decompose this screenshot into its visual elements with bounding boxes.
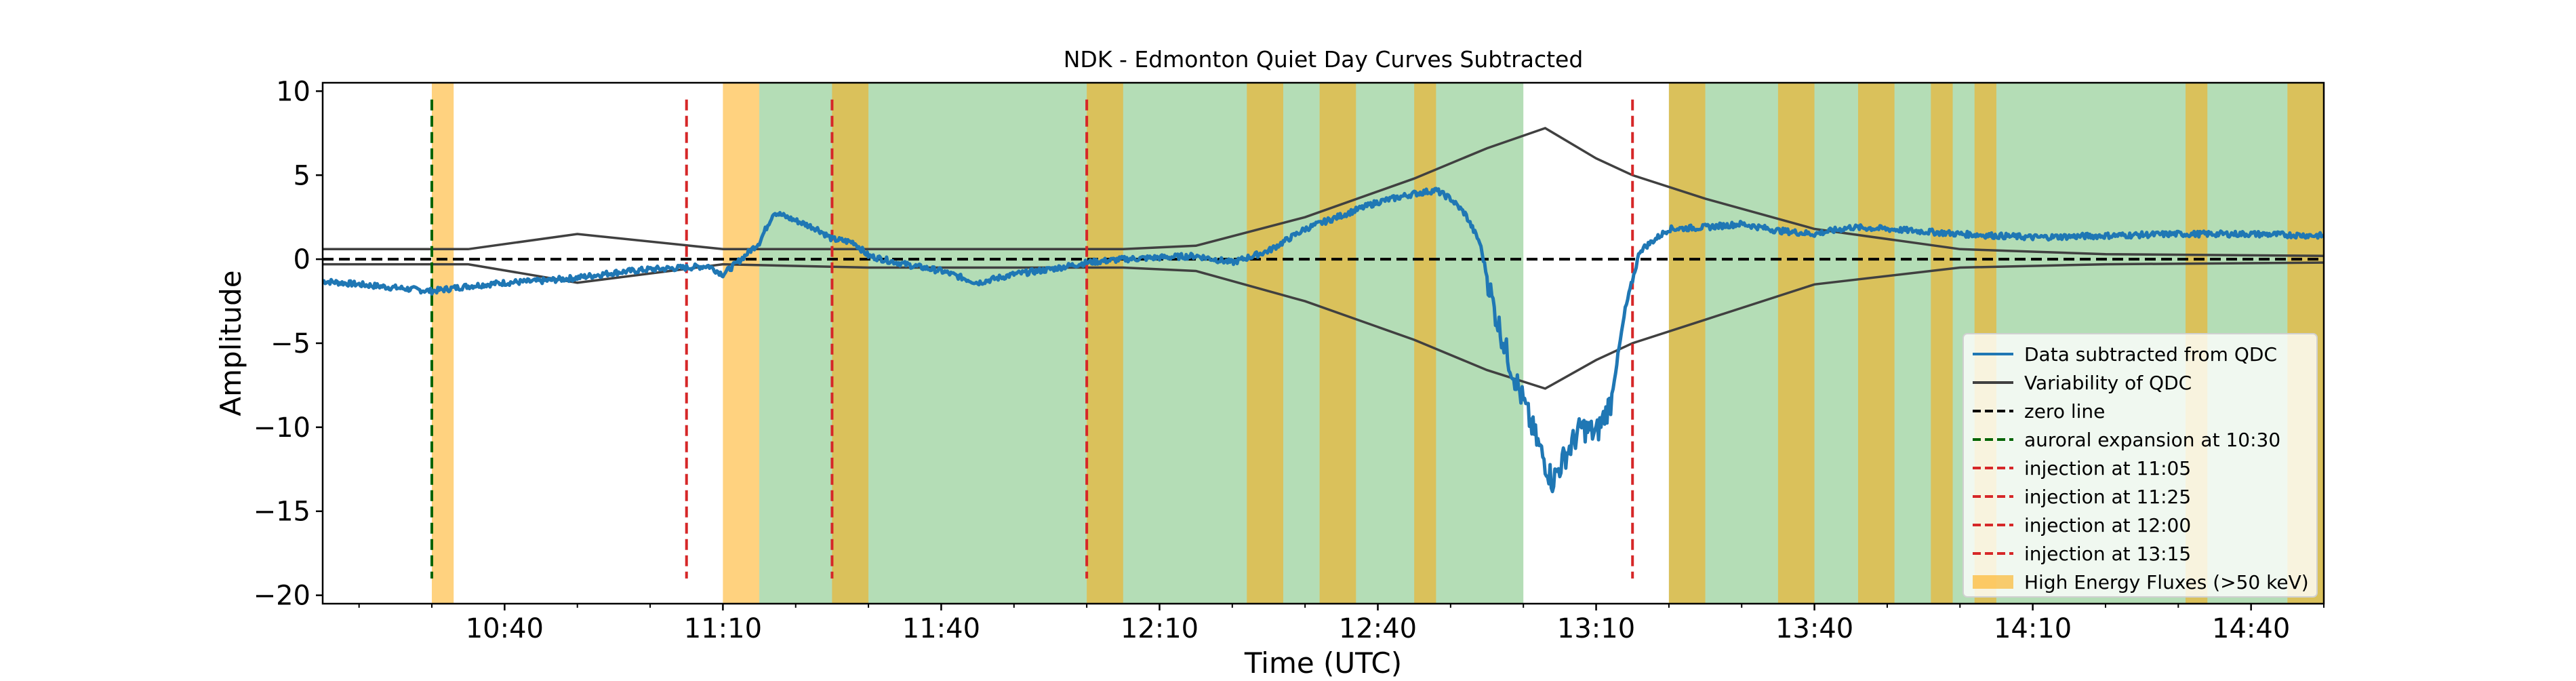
y-tick-label: 5 — [294, 160, 310, 191]
high-energy-region — [1319, 83, 1356, 604]
high-energy-region — [1247, 83, 1283, 604]
legend-label: High Energy Fluxes (>50 keV) — [2024, 571, 2309, 594]
quiet-region — [759, 83, 1524, 604]
x-tick-label: 11:40 — [902, 613, 980, 644]
high-energy-region — [1777, 83, 1815, 604]
high-energy-region — [1668, 83, 1706, 604]
y-tick-label: −20 — [254, 581, 310, 612]
legend: Data subtracted from QDC Variability of Q… — [1963, 333, 2318, 598]
y-tick-label: 10 — [276, 76, 310, 107]
legend-label: zero line — [2024, 400, 2105, 423]
x-tick-label: 12:10 — [1121, 613, 1199, 644]
legend-label: auroral expansion at 10:30 — [2024, 429, 2280, 451]
x-tick-label: 11:10 — [684, 613, 762, 644]
variability-upper-line — [323, 126, 2325, 257]
series-layer — [322, 99, 2325, 579]
high-energy-region — [1087, 83, 1123, 604]
legend-label: Data subtracted from QDC — [2024, 343, 2277, 366]
x-tick-label: 13:10 — [1557, 613, 1635, 644]
chart-title: NDK - Edmonton Quiet Day Curves Subtract… — [1064, 46, 1584, 73]
legend-label: injection at 12:00 — [2024, 514, 2191, 537]
y-tick-label: −5 — [270, 328, 310, 359]
x-tick-label: 14:40 — [2212, 613, 2290, 644]
x-tick-label: 13:40 — [1775, 613, 1853, 644]
legend-label: injection at 11:05 — [2024, 457, 2191, 480]
axis-layer: 10 5 0 −5 −10 −15 −20 10:40 11:10 11:40 12:10 12:40… — [254, 76, 2325, 644]
legend-swatch — [1973, 575, 2013, 589]
legend-label: Variability of QDC — [2024, 372, 2192, 394]
legend-box — [1963, 333, 2318, 598]
y-tick-label: −15 — [254, 497, 310, 528]
high-energy-region — [723, 83, 760, 604]
legend-label: injection at 13:15 — [2024, 543, 2191, 565]
legend-label: injection at 11:25 — [2024, 486, 2191, 508]
x-tick-label: 14:10 — [1994, 613, 2072, 644]
x-tick-label: 10:40 — [466, 613, 544, 644]
data-series-line — [322, 187, 2325, 494]
high-energy-region — [1931, 83, 1953, 604]
y-tick-label: −10 — [254, 412, 310, 444]
high-energy-region — [1857, 83, 1895, 604]
y-tick-label: 0 — [294, 244, 310, 275]
high-energy-region — [432, 83, 454, 604]
y-axis-label: Amplitude — [214, 270, 247, 416]
x-axis-label: Time (UTC) — [1244, 646, 1402, 678]
high-energy-region — [832, 83, 869, 604]
x-tick-label: 12:40 — [1339, 613, 1417, 644]
